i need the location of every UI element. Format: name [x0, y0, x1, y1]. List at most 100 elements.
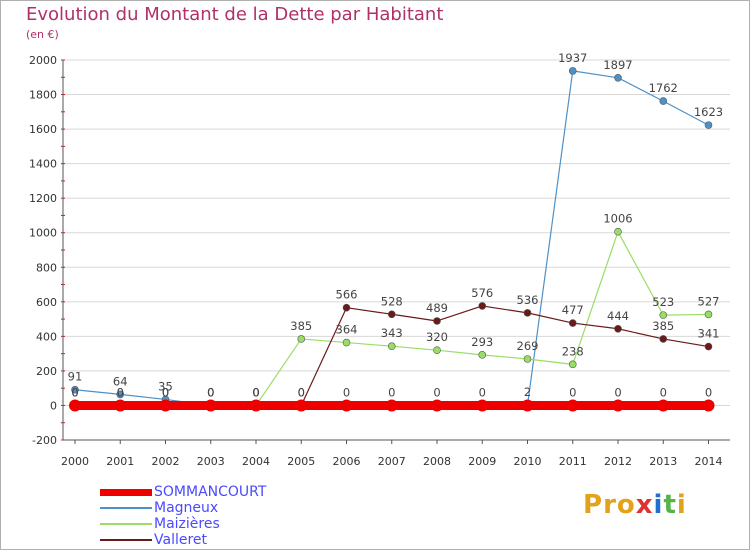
data-point — [657, 399, 670, 412]
x-tick-label: 2001 — [106, 455, 134, 468]
data-label: 341 — [698, 327, 720, 341]
y-tick-label: 600 — [36, 296, 57, 309]
y-tick-label: 0 — [50, 399, 57, 412]
data-label: 0 — [252, 385, 259, 399]
data-label: 0 — [614, 385, 621, 399]
data-point — [568, 360, 577, 369]
x-tick-label: 2013 — [649, 455, 677, 468]
y-tick-label: 400 — [36, 330, 57, 343]
y-tick-label: 1800 — [29, 89, 57, 102]
data-point — [478, 351, 487, 359]
data-label: 0 — [207, 385, 214, 399]
x-tick-label: 2008 — [423, 455, 451, 468]
logo-letter: r — [603, 490, 617, 520]
data-point — [431, 399, 443, 412]
data-label: 489 — [426, 301, 448, 315]
y-tick-label: 1000 — [29, 227, 57, 240]
x-tick-label: 2009 — [468, 455, 496, 468]
legend-label-magneux: Magneux — [154, 500, 219, 516]
data-point — [478, 302, 487, 310]
legend-swatch-valleret — [100, 539, 152, 541]
data-label: 0 — [162, 385, 169, 399]
data-point — [159, 399, 172, 412]
data-point — [659, 97, 668, 105]
data-label: 2 — [524, 385, 531, 399]
logo-letter: x — [635, 490, 654, 520]
data-label: 576 — [471, 286, 493, 300]
data-point — [476, 399, 489, 412]
data-label: 35 — [158, 379, 173, 393]
data-point — [295, 399, 308, 412]
legend-label-sommancourt: SOMMANCOURT — [154, 484, 267, 500]
data-label: 0 — [298, 385, 305, 399]
data-label: 0 — [298, 385, 305, 399]
data-label: 238 — [562, 344, 584, 358]
x-tick-label: 2005 — [287, 455, 315, 468]
logo-letter: o — [616, 490, 636, 520]
data-point — [385, 399, 398, 412]
x-tick-label: 2011 — [559, 455, 587, 468]
data-point — [342, 338, 351, 347]
data-point — [704, 310, 713, 319]
data-label: 64 — [113, 374, 128, 388]
legend-swatch-maizieres — [100, 523, 152, 525]
data-label: 0 — [388, 385, 395, 399]
y-tick-label: 200 — [36, 365, 57, 378]
proxiti-logo: Proxiti — [583, 490, 687, 520]
data-point — [704, 121, 713, 129]
logo-letter: i — [653, 490, 664, 520]
data-label: 566 — [336, 288, 358, 302]
data-label: 91 — [68, 370, 83, 384]
data-label: 0 — [207, 385, 214, 399]
legend-item-sommancourt: SOMMANCOURT — [100, 484, 266, 500]
data-label: 385 — [290, 319, 312, 333]
y-tick-label: 1200 — [29, 192, 57, 205]
data-point — [659, 335, 668, 343]
data-label: 320 — [426, 330, 448, 344]
data-label: 343 — [381, 326, 403, 340]
data-label: 528 — [381, 294, 403, 308]
x-tick-label: 2007 — [378, 455, 406, 468]
data-label: 523 — [652, 295, 674, 309]
data-label: 0 — [252, 385, 259, 399]
data-label: 0 — [569, 385, 576, 399]
data-label: 0 — [117, 385, 124, 399]
data-label: 1006 — [603, 212, 632, 226]
data-point — [568, 319, 577, 327]
data-label: 527 — [698, 294, 720, 308]
y-tick-label: 1600 — [29, 123, 57, 136]
data-label: 1623 — [694, 105, 723, 119]
x-tick-label: 2002 — [152, 455, 180, 468]
data-point — [614, 73, 622, 82]
chart-title: Evolution du Montant de la Dette par Hab… — [26, 4, 444, 25]
data-point — [433, 346, 441, 354]
data-point — [387, 310, 396, 319]
data-point — [340, 399, 353, 412]
data-point — [342, 303, 351, 312]
legend-item-maizieres: Maizières — [100, 516, 220, 532]
data-label: 444 — [607, 309, 629, 323]
logo-letter: t — [663, 490, 677, 520]
data-label: 0 — [71, 385, 78, 399]
data-point — [523, 309, 532, 317]
data-label: 1762 — [649, 81, 678, 95]
data-point — [521, 399, 534, 412]
data-label: 364 — [336, 323, 358, 337]
x-tick-label: 2012 — [604, 455, 632, 468]
data-point — [614, 324, 622, 333]
x-tick-label: 2003 — [197, 455, 225, 468]
data-label: 0 — [162, 385, 169, 399]
data-point — [702, 399, 715, 412]
data-label: 0 — [479, 385, 486, 399]
data-point — [116, 390, 125, 399]
y-tick-label: -200 — [32, 434, 57, 447]
data-label: 0 — [252, 385, 259, 399]
data-point — [387, 342, 396, 351]
x-tick-label: 2004 — [242, 455, 270, 468]
data-point — [568, 67, 577, 75]
data-point — [297, 335, 306, 343]
data-label: 293 — [471, 335, 493, 349]
x-tick-label: 2006 — [333, 455, 361, 468]
